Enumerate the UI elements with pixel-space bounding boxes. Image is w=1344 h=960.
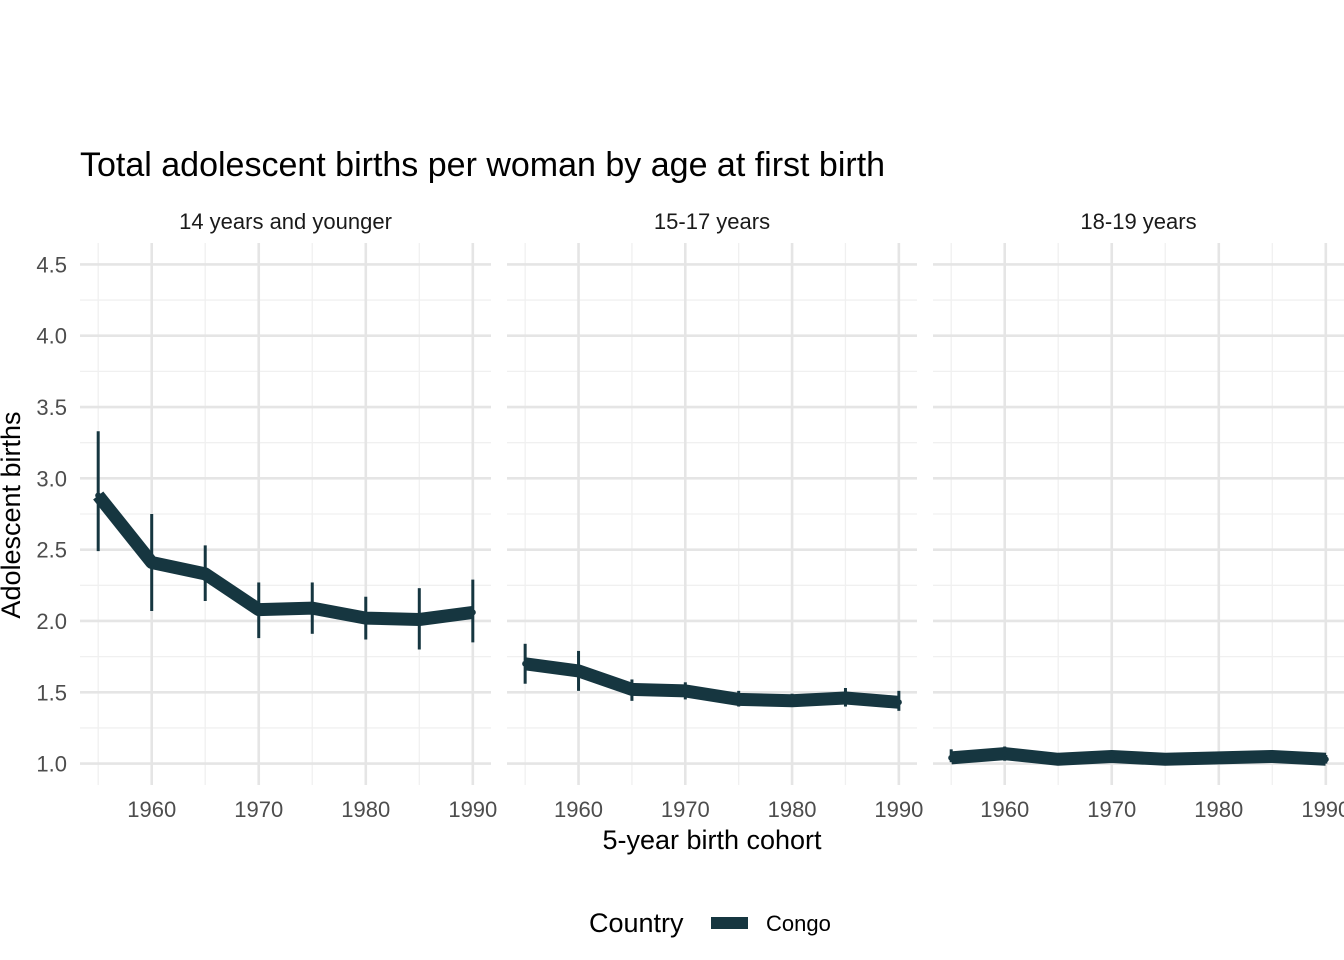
data-point	[255, 606, 262, 613]
x-tick-label: 1970	[1087, 797, 1136, 822]
data-point	[148, 559, 155, 566]
y-axis-title: Adolescent births	[0, 411, 26, 618]
data-point	[789, 697, 796, 704]
data-point	[1108, 753, 1115, 760]
data-point	[1055, 756, 1062, 763]
x-tick-label: 1980	[341, 797, 390, 822]
y-tick-label: 3.5	[36, 395, 67, 420]
data-point	[416, 616, 423, 623]
data-point	[362, 615, 369, 622]
data-point	[682, 687, 689, 694]
legend: Country Congo	[589, 908, 831, 938]
x-tick-label: 1970	[234, 797, 283, 822]
data-point	[1215, 754, 1222, 761]
data-point	[469, 609, 476, 616]
facet-labels: 14 years and younger 15-17 years 18-19 yea…	[179, 209, 1197, 234]
x-tick-label: 1980	[1194, 797, 1243, 822]
x-tick-label: 1960	[554, 797, 603, 822]
y-tick-label: 4.0	[36, 324, 67, 349]
axis-tick-labels: 1960 1970 1980 1990 1960 1970 1980 1990 1960 1970…	[36, 252, 1344, 822]
data-point	[948, 754, 955, 761]
data-layer	[93, 431, 1329, 766]
data-point	[1162, 756, 1169, 763]
x-tick-label: 1990	[1301, 797, 1344, 822]
facet-label: 14 years and younger	[179, 209, 392, 234]
x-tick-label: 1990	[448, 797, 497, 822]
data-point	[842, 694, 849, 701]
x-tick-label: 1960	[980, 797, 1029, 822]
x-tick-label: 1970	[661, 797, 710, 822]
facet-label: 15-17 years	[654, 209, 770, 234]
data-point	[575, 667, 582, 674]
facet-label: 18-19 years	[1080, 209, 1196, 234]
legend-title: Country	[589, 908, 684, 938]
x-tick-label: 1980	[768, 797, 817, 822]
data-point	[895, 699, 902, 706]
y-tick-label: 1.0	[36, 752, 67, 777]
data-point	[628, 686, 635, 693]
series-line-congo	[93, 491, 474, 626]
data-point	[1001, 750, 1008, 757]
chart-title: Total adolescent births per woman by age…	[80, 146, 885, 184]
data-point	[309, 605, 316, 612]
legend-key-congo	[711, 917, 748, 929]
data-point	[735, 696, 742, 703]
data-point	[95, 492, 102, 499]
y-tick-label: 2.5	[36, 538, 67, 563]
x-axis-title: 5-year birth cohort	[602, 825, 822, 855]
data-point	[522, 660, 529, 667]
y-tick-label: 1.5	[36, 680, 67, 705]
data-point	[1269, 753, 1276, 760]
series-line-congo	[524, 657, 900, 709]
series-line-congo	[950, 747, 1327, 766]
y-tick-label: 2.0	[36, 609, 67, 634]
y-tick-label: 4.5	[36, 252, 67, 277]
legend-label-congo: Congo	[766, 911, 831, 936]
data-point	[1322, 756, 1329, 763]
data-point	[202, 570, 209, 577]
x-tick-label: 1960	[127, 797, 176, 822]
y-tick-label: 3.0	[36, 466, 67, 491]
x-tick-label: 1990	[874, 797, 923, 822]
